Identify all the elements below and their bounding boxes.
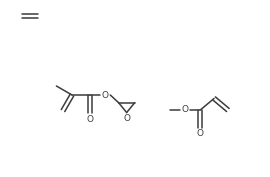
Text: O: O — [86, 115, 93, 124]
Text: O: O — [197, 130, 204, 138]
Text: O: O — [123, 114, 130, 123]
Text: O: O — [102, 90, 109, 99]
Text: O: O — [181, 105, 188, 115]
